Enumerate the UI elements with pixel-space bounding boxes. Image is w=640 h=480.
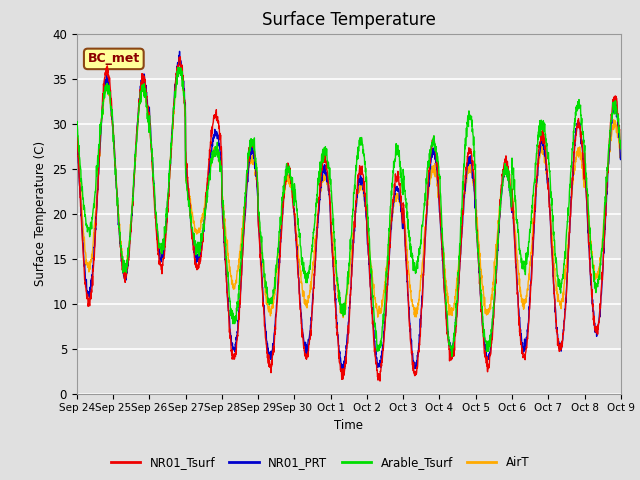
Text: BC_met: BC_met [88,52,140,65]
Y-axis label: Surface Temperature (C): Surface Temperature (C) [34,141,47,286]
X-axis label: Time: Time [334,419,364,432]
Legend: NR01_Tsurf, NR01_PRT, Arable_Tsurf, AirT: NR01_Tsurf, NR01_PRT, Arable_Tsurf, AirT [106,452,534,474]
Title: Surface Temperature: Surface Temperature [262,11,436,29]
